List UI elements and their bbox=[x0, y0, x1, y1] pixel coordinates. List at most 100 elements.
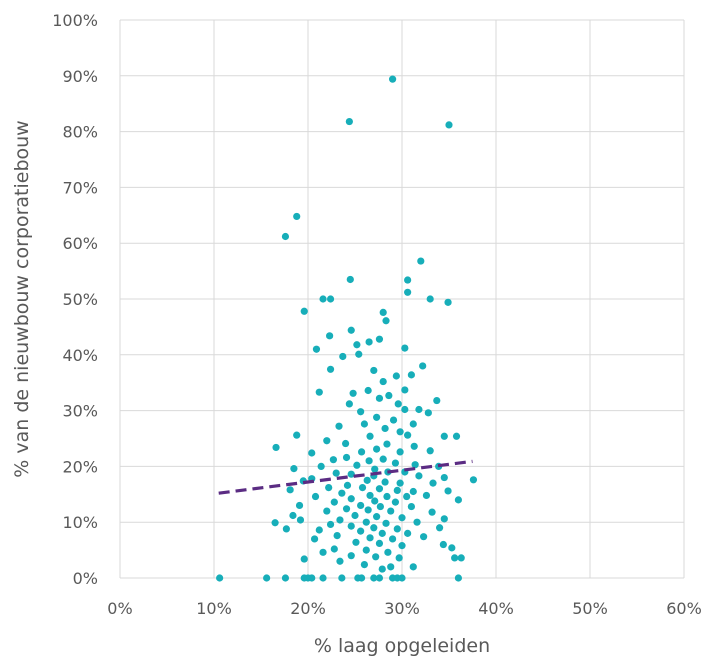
data-point bbox=[282, 525, 290, 533]
y-tick-label: 50% bbox=[62, 290, 98, 309]
data-point bbox=[357, 408, 365, 416]
data-point bbox=[409, 563, 417, 571]
data-point bbox=[389, 535, 397, 543]
data-point bbox=[371, 465, 379, 473]
data-point bbox=[410, 442, 418, 450]
data-point bbox=[426, 447, 434, 455]
data-point bbox=[312, 345, 321, 353]
data-point bbox=[398, 514, 406, 522]
data-point bbox=[372, 553, 380, 561]
data-point bbox=[404, 288, 412, 296]
data-point bbox=[381, 478, 389, 486]
data-point bbox=[365, 457, 373, 465]
data-point bbox=[319, 548, 327, 556]
data-point bbox=[413, 518, 421, 526]
data-point bbox=[394, 400, 402, 408]
data-point bbox=[366, 432, 374, 440]
y-tick-label: 40% bbox=[62, 346, 98, 365]
data-point bbox=[362, 518, 370, 526]
data-point bbox=[396, 448, 404, 456]
data-point bbox=[326, 295, 335, 303]
data-point bbox=[373, 445, 381, 453]
data-point bbox=[363, 476, 371, 484]
data-point bbox=[391, 459, 400, 467]
data-point bbox=[300, 555, 308, 563]
data-point bbox=[433, 396, 441, 405]
data-point bbox=[330, 545, 338, 553]
data-point bbox=[378, 565, 386, 573]
y-tick-label: 20% bbox=[62, 457, 98, 476]
data-point bbox=[375, 394, 384, 402]
data-point bbox=[409, 420, 417, 428]
data-point bbox=[293, 212, 301, 221]
data-point bbox=[290, 465, 298, 473]
data-points bbox=[216, 75, 478, 582]
data-point bbox=[404, 529, 412, 537]
data-point bbox=[329, 456, 337, 464]
data-point bbox=[366, 491, 374, 500]
data-point bbox=[379, 455, 387, 463]
data-point bbox=[343, 481, 352, 489]
y-tick-label: 60% bbox=[62, 234, 98, 253]
data-point bbox=[371, 497, 379, 505]
data-point bbox=[300, 307, 308, 315]
data-point bbox=[349, 389, 357, 397]
data-point bbox=[403, 492, 411, 501]
data-point bbox=[293, 431, 301, 439]
data-point bbox=[308, 449, 316, 457]
data-point bbox=[326, 365, 335, 373]
data-point bbox=[336, 557, 344, 565]
data-point bbox=[326, 520, 335, 529]
data-point bbox=[415, 405, 423, 414]
data-point bbox=[393, 486, 401, 494]
data-point bbox=[454, 496, 462, 504]
data-point bbox=[375, 574, 384, 582]
data-point bbox=[357, 448, 366, 456]
data-point bbox=[310, 535, 319, 543]
y-tick-label: 10% bbox=[62, 513, 98, 532]
data-point bbox=[364, 386, 372, 395]
data-point bbox=[387, 507, 395, 515]
data-point bbox=[384, 548, 392, 556]
data-point bbox=[342, 439, 350, 448]
data-point bbox=[422, 491, 431, 500]
data-point bbox=[389, 416, 398, 424]
data-point bbox=[335, 422, 343, 430]
data-point bbox=[393, 525, 401, 533]
data-point bbox=[469, 476, 478, 484]
x-tick-label: 40% bbox=[478, 599, 514, 618]
data-point bbox=[440, 432, 448, 440]
data-point bbox=[325, 484, 333, 492]
data-point bbox=[271, 519, 279, 527]
y-tick-label: 30% bbox=[62, 402, 98, 421]
data-point bbox=[382, 317, 390, 325]
data-point bbox=[396, 428, 404, 436]
data-point bbox=[426, 295, 434, 303]
data-point bbox=[407, 502, 415, 511]
y-tick-label: 70% bbox=[62, 178, 98, 197]
data-point bbox=[336, 516, 344, 524]
data-point bbox=[355, 350, 363, 358]
data-point bbox=[353, 341, 361, 349]
data-point bbox=[383, 440, 391, 448]
data-point bbox=[444, 487, 452, 495]
data-point bbox=[347, 495, 355, 503]
data-point bbox=[345, 400, 353, 408]
data-point bbox=[315, 526, 323, 534]
data-point bbox=[448, 544, 456, 552]
y-tick-label: 100% bbox=[52, 11, 98, 30]
data-point bbox=[439, 540, 447, 549]
data-point bbox=[357, 501, 365, 510]
data-point bbox=[415, 472, 423, 480]
data-point bbox=[401, 386, 409, 394]
data-point bbox=[281, 232, 290, 241]
data-point bbox=[330, 498, 338, 506]
data-point bbox=[347, 326, 355, 334]
data-point bbox=[326, 332, 334, 340]
data-point bbox=[411, 461, 419, 469]
data-point bbox=[398, 542, 406, 550]
data-point bbox=[383, 492, 391, 501]
data-point bbox=[319, 295, 327, 303]
data-point bbox=[392, 372, 400, 380]
